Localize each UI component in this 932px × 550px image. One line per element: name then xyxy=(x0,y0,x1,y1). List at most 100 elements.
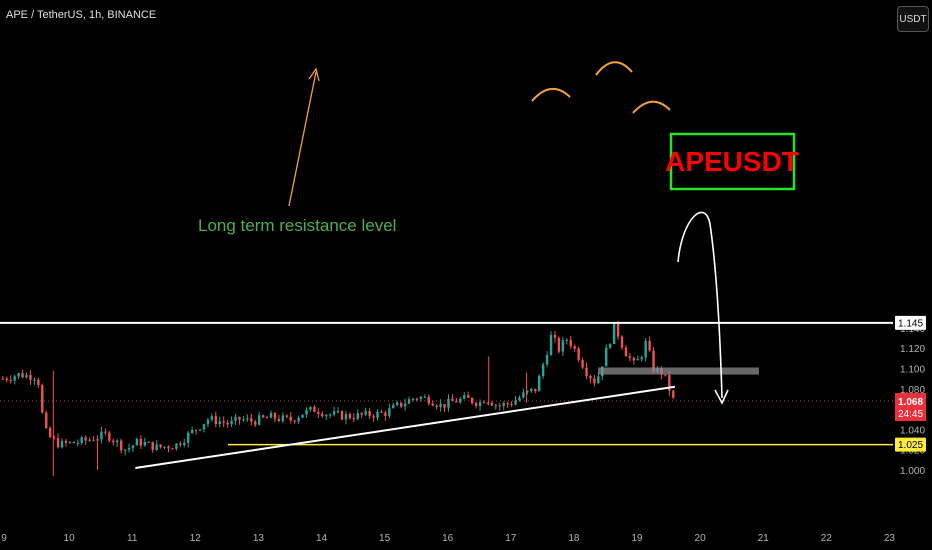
candle-body xyxy=(557,337,561,352)
time-axis: 9 10 11 12 13 14 15 16 17 18 19 20 21 22 23 xyxy=(1,533,895,544)
candle-body xyxy=(190,429,194,433)
candle-body xyxy=(648,340,651,351)
candle-body xyxy=(238,416,241,420)
candle-body xyxy=(246,418,249,420)
candle-body xyxy=(644,340,647,358)
candle-body xyxy=(127,448,131,450)
time-tick: 15 xyxy=(379,533,391,544)
candle-body xyxy=(206,419,210,425)
candle-body xyxy=(92,439,95,441)
time-tick: 17 xyxy=(505,533,517,544)
candle-body xyxy=(652,350,655,372)
countdown-badge: 24:45 xyxy=(898,409,923,420)
time-tick: 11 xyxy=(127,533,138,544)
candle-body xyxy=(13,376,16,381)
candle-body xyxy=(431,403,434,406)
candle-body xyxy=(9,379,12,381)
candle-body xyxy=(88,439,91,441)
candle-body xyxy=(439,404,442,408)
candle-body xyxy=(37,379,40,386)
candle-body xyxy=(620,336,624,348)
candle-body xyxy=(104,431,107,433)
time-tick: 22 xyxy=(821,533,833,544)
price-tick: 1.040 xyxy=(900,425,925,436)
candle-body xyxy=(167,446,170,449)
candle-body xyxy=(313,406,316,412)
candle-body xyxy=(218,421,221,424)
candle-body xyxy=(419,397,423,399)
candle-body xyxy=(100,431,103,440)
candle-body xyxy=(632,357,636,361)
candle-body xyxy=(502,403,505,407)
candle-body xyxy=(179,443,182,446)
candle-body xyxy=(443,404,446,408)
candle-body xyxy=(202,424,206,430)
projection-arrow-head xyxy=(714,389,729,405)
candle-body xyxy=(565,339,569,341)
time-tick: 21 xyxy=(758,533,770,544)
price-axis: 1.1401.1201.1001.0801.0601.0401.0201.000… xyxy=(895,315,926,477)
candle-body xyxy=(139,438,143,446)
candle-body xyxy=(269,413,273,418)
candle-body xyxy=(403,403,407,407)
candle-body xyxy=(33,379,36,381)
candle-body xyxy=(518,397,521,401)
candle-body xyxy=(68,441,72,443)
candle-body xyxy=(348,414,352,419)
candle-body xyxy=(589,376,592,379)
candle-body xyxy=(384,412,387,416)
current-price-badge-bg xyxy=(895,392,926,421)
candle-body xyxy=(29,374,32,380)
candle-body xyxy=(250,418,253,422)
candle-body xyxy=(628,356,632,358)
candle-body xyxy=(60,440,64,448)
candle-body xyxy=(281,415,285,421)
candle-body xyxy=(277,418,281,421)
currency-button[interactable]: USDT xyxy=(897,6,929,32)
candle-body xyxy=(309,406,312,410)
candle-body xyxy=(415,398,419,400)
candle-body xyxy=(119,440,123,451)
candle-body xyxy=(510,404,513,406)
price-tick: 1.080 xyxy=(900,385,925,396)
candle-body xyxy=(451,398,454,401)
candle-body xyxy=(1,378,5,380)
candle-body xyxy=(522,392,525,398)
candle-body xyxy=(183,442,186,446)
candle-body xyxy=(151,441,154,450)
candle-body xyxy=(175,443,178,449)
candle-body xyxy=(664,374,667,376)
candle-body xyxy=(325,414,328,417)
support-badge-bg xyxy=(895,437,926,452)
candle-body xyxy=(163,446,166,448)
candle-body xyxy=(490,402,494,406)
candle-body xyxy=(376,411,379,418)
candle-body xyxy=(498,405,501,407)
ticker-box xyxy=(669,132,796,191)
candle-body xyxy=(561,340,565,352)
candle-body xyxy=(474,403,478,407)
candle-body xyxy=(470,397,474,404)
candle-body xyxy=(301,414,304,418)
candle-body xyxy=(222,421,225,423)
candle-body xyxy=(155,444,158,450)
candle-body xyxy=(41,385,44,413)
candle-body xyxy=(52,437,56,439)
chart-title: APE / TetherUS, 1h, BINANCE xyxy=(6,9,157,21)
candle-body xyxy=(356,412,359,419)
candle-body xyxy=(328,414,332,416)
candle-body xyxy=(108,432,111,441)
candle-body xyxy=(234,416,237,421)
candle-body xyxy=(80,437,83,443)
time-tick: 9 xyxy=(1,533,7,544)
candle-body xyxy=(289,416,292,421)
candle-body xyxy=(84,437,87,441)
candle-body xyxy=(545,355,549,365)
candle-body xyxy=(597,376,600,384)
candle-body xyxy=(624,347,628,357)
candle-body xyxy=(427,396,430,404)
candlestick-series xyxy=(1,320,675,477)
candle-body xyxy=(585,367,588,377)
candle-body xyxy=(273,413,277,419)
